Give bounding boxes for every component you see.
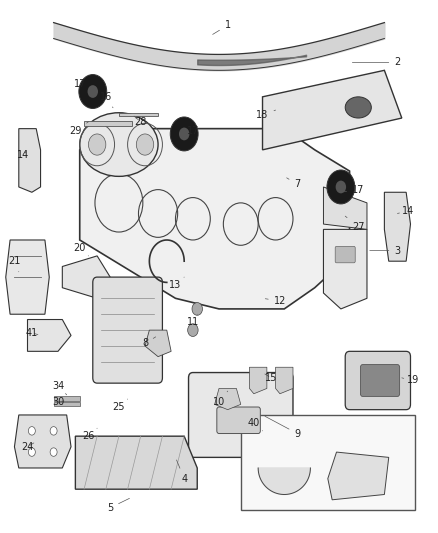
Circle shape xyxy=(336,181,346,193)
Text: 30: 30 xyxy=(52,397,64,407)
Polygon shape xyxy=(53,402,80,406)
Text: 40: 40 xyxy=(248,418,262,431)
FancyBboxPatch shape xyxy=(345,351,410,410)
FancyBboxPatch shape xyxy=(217,407,260,433)
Polygon shape xyxy=(385,192,410,261)
Text: 4: 4 xyxy=(177,460,187,483)
Circle shape xyxy=(88,85,98,98)
Text: 11: 11 xyxy=(187,314,199,327)
Polygon shape xyxy=(119,113,158,116)
Text: 15: 15 xyxy=(265,373,277,383)
Polygon shape xyxy=(323,229,367,309)
Circle shape xyxy=(50,448,57,456)
Text: 27: 27 xyxy=(345,216,364,232)
FancyBboxPatch shape xyxy=(360,365,399,397)
Text: 26: 26 xyxy=(82,428,97,441)
Text: 5: 5 xyxy=(107,498,130,513)
Text: 25: 25 xyxy=(113,399,127,412)
Text: 20: 20 xyxy=(74,243,88,256)
Text: 8: 8 xyxy=(142,337,155,349)
Text: 14: 14 xyxy=(17,150,29,160)
Text: 28: 28 xyxy=(134,116,147,127)
Polygon shape xyxy=(80,128,350,309)
Text: 17: 17 xyxy=(184,126,199,139)
Circle shape xyxy=(88,134,106,155)
Polygon shape xyxy=(145,330,171,357)
Polygon shape xyxy=(323,187,367,229)
Circle shape xyxy=(187,324,198,336)
Text: 34: 34 xyxy=(52,381,67,395)
Polygon shape xyxy=(276,367,293,394)
Polygon shape xyxy=(250,367,267,394)
Ellipse shape xyxy=(345,97,371,118)
Bar xyxy=(241,415,415,511)
Text: 3: 3 xyxy=(370,246,400,256)
Text: 19: 19 xyxy=(402,375,419,385)
Text: 14: 14 xyxy=(397,206,414,216)
FancyBboxPatch shape xyxy=(93,277,162,383)
Circle shape xyxy=(50,426,57,435)
Text: 7: 7 xyxy=(286,178,300,189)
Text: 1: 1 xyxy=(213,20,231,35)
Text: 29: 29 xyxy=(69,122,88,136)
Polygon shape xyxy=(28,319,71,351)
Circle shape xyxy=(192,303,202,316)
Text: 16: 16 xyxy=(100,92,113,108)
Polygon shape xyxy=(262,70,402,150)
Text: 21: 21 xyxy=(8,256,21,272)
Text: 12: 12 xyxy=(265,296,286,306)
Polygon shape xyxy=(215,389,241,410)
Circle shape xyxy=(327,170,355,204)
Text: 18: 18 xyxy=(256,110,276,120)
Text: 24: 24 xyxy=(21,442,34,452)
Circle shape xyxy=(136,134,154,155)
Polygon shape xyxy=(62,256,110,298)
Polygon shape xyxy=(75,436,197,489)
Text: 13: 13 xyxy=(170,277,184,290)
Polygon shape xyxy=(53,397,80,401)
Polygon shape xyxy=(328,452,389,500)
Polygon shape xyxy=(19,128,41,192)
Circle shape xyxy=(170,117,198,151)
Polygon shape xyxy=(258,468,311,495)
Text: 9: 9 xyxy=(265,416,300,439)
Circle shape xyxy=(79,75,107,109)
Circle shape xyxy=(179,127,189,140)
Text: 17: 17 xyxy=(343,184,364,195)
Text: 10: 10 xyxy=(213,391,228,407)
Ellipse shape xyxy=(80,113,158,176)
Polygon shape xyxy=(84,120,132,126)
FancyBboxPatch shape xyxy=(188,373,293,457)
Circle shape xyxy=(28,448,35,456)
Polygon shape xyxy=(14,415,71,468)
Circle shape xyxy=(28,426,35,435)
Text: 2: 2 xyxy=(352,58,401,67)
FancyBboxPatch shape xyxy=(335,246,355,263)
Text: 41: 41 xyxy=(26,328,38,338)
Polygon shape xyxy=(6,240,49,314)
Text: 17: 17 xyxy=(74,78,91,95)
